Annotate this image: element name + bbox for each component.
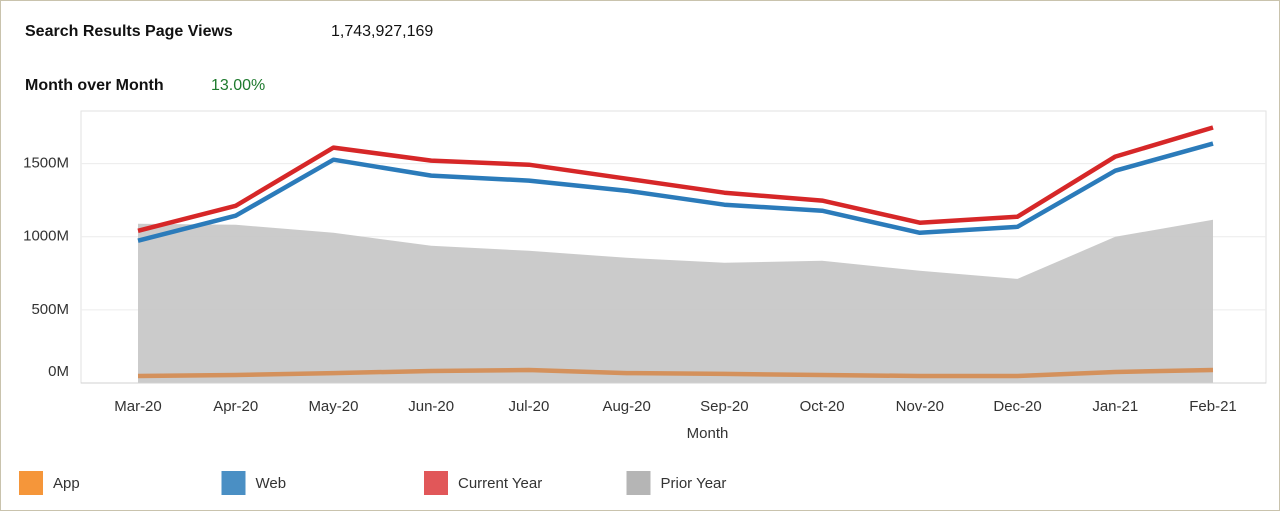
area — [138, 219, 1213, 383]
legend-label: App — [53, 475, 80, 492]
x-tick-label: Nov-20 — [896, 398, 944, 415]
x-tick-label: Jun-20 — [408, 398, 454, 415]
total: 1,743,927,169 — [331, 23, 434, 40]
x-tick-label: Dec-20 — [993, 398, 1041, 415]
x-tick-label: Feb-21 — [1189, 398, 1237, 415]
y-tick-label: 1000M — [23, 228, 69, 245]
legend-swatch — [424, 471, 448, 495]
legend-label: Current Year — [458, 475, 542, 492]
legend-label: Prior Year — [661, 475, 727, 492]
x-tick-label: Jan-21 — [1092, 398, 1138, 415]
x-tick-label: Jul-20 — [508, 398, 549, 415]
y-tick-label: 0M — [48, 363, 69, 380]
mom-value: 13.00% — [211, 77, 266, 94]
legend-swatch — [221, 471, 246, 495]
line — [137, 141, 1214, 243]
x-tick-label: Sep-20 — [700, 398, 748, 415]
x-tick-label: Mar-20 — [114, 398, 162, 415]
line — [137, 367, 1214, 379]
x-tick-label: Apr-20 — [213, 398, 258, 415]
line — [137, 125, 1214, 233]
x-tick-label: Oct-20 — [800, 398, 845, 415]
legend-swatch — [626, 471, 651, 495]
x-tick-label: Aug-20 — [602, 398, 650, 415]
legend-swatch — [19, 471, 43, 495]
legend-label: Web — [256, 475, 287, 492]
title: Search Results Page Views — [25, 23, 233, 40]
x-axis-label: Month — [687, 425, 729, 442]
mom-label: Month over Month — [25, 77, 164, 94]
y-tick-label: 1500M — [23, 155, 69, 172]
y-tick-label: 500M — [31, 301, 69, 318]
x-tick-label: May-20 — [308, 398, 358, 415]
